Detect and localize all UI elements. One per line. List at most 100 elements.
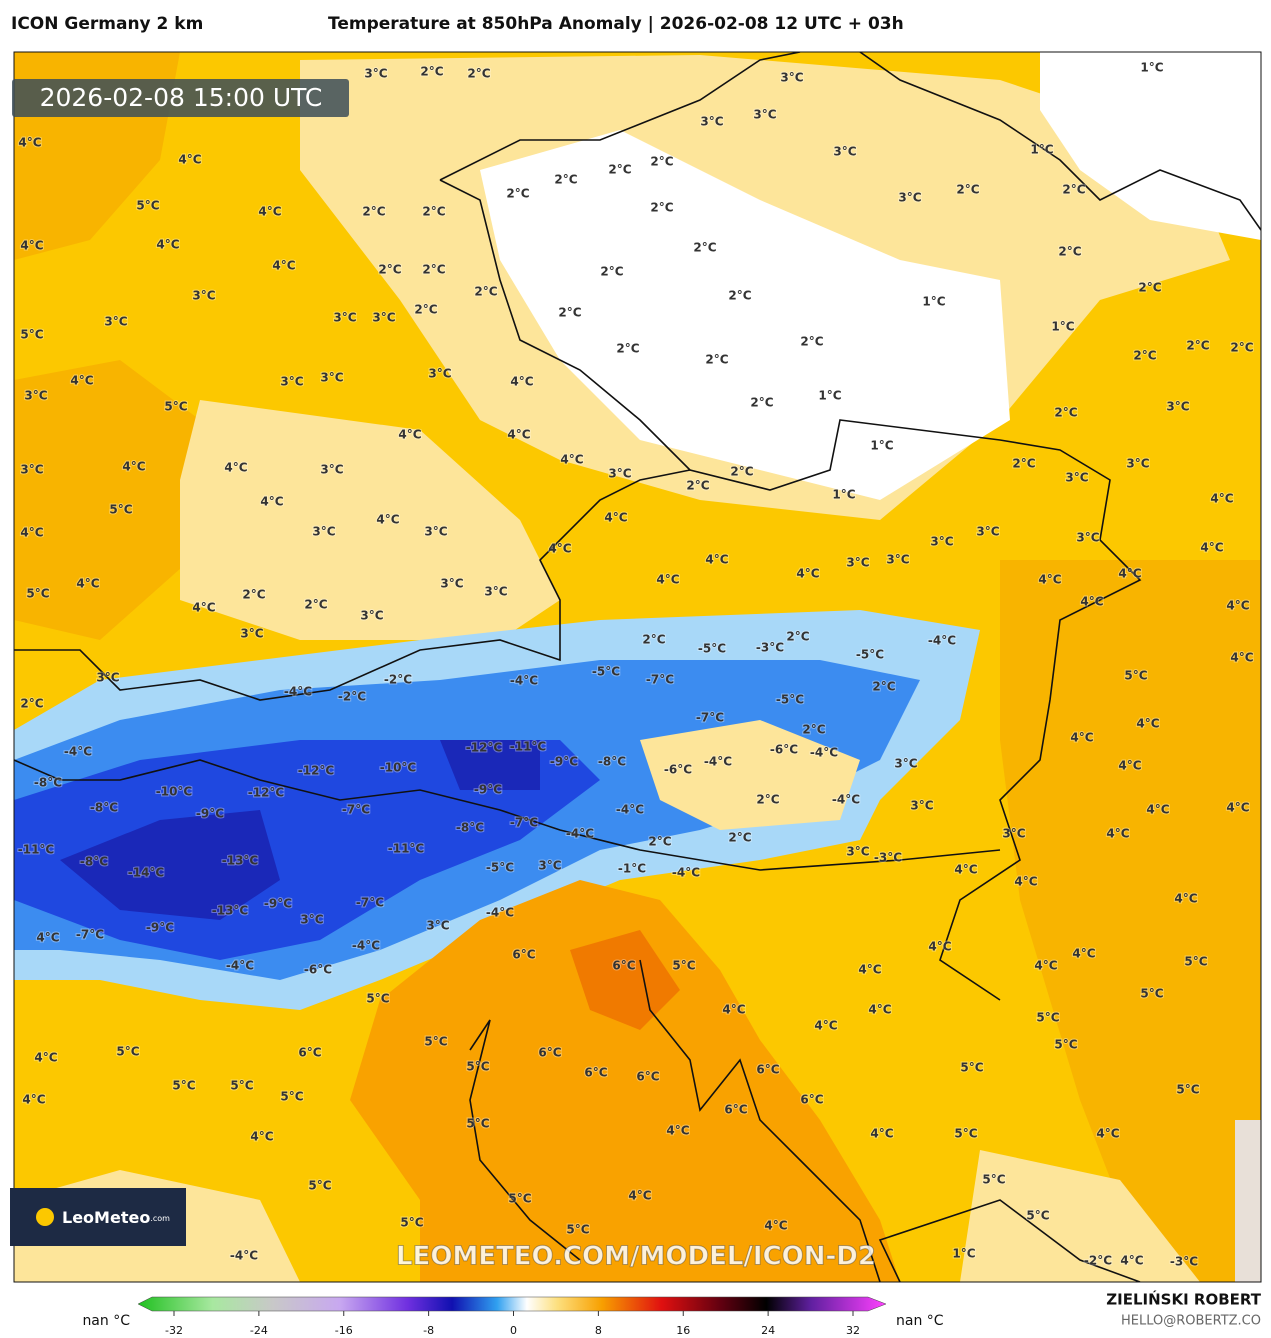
temperature-label: 3°C <box>846 845 869 859</box>
temperature-label: 5°C <box>172 1079 195 1093</box>
temperature-label: -7°C <box>356 896 384 910</box>
temperature-label: -4°C <box>832 793 860 807</box>
temperature-label: -2°C <box>1084 1254 1112 1268</box>
temperature-label: 4°C <box>18 136 41 150</box>
temperature-label: 4°C <box>1034 959 1057 973</box>
temperature-label: 4°C <box>1120 1254 1143 1268</box>
temperature-label: 6°C <box>612 959 635 973</box>
temperature-label: 5°C <box>466 1117 489 1131</box>
temperature-label: -9°C <box>196 807 224 821</box>
temperature-label: 2°C <box>20 697 43 711</box>
temperature-label: -4°C <box>510 674 538 688</box>
temperature-label: 2°C <box>1062 183 1085 197</box>
timestamp-box <box>12 79 349 117</box>
temperature-label: -6°C <box>304 963 332 977</box>
temperature-label: -4°C <box>566 827 594 841</box>
colorbar-tick-label: 0 <box>510 1324 517 1337</box>
temperature-label: 4°C <box>156 238 179 252</box>
temperature-label: 3°C <box>240 627 263 641</box>
temperature-label: 2°C <box>802 723 825 737</box>
temperature-label: 2°C <box>786 630 809 644</box>
temperature-label: 1°C <box>818 389 841 403</box>
watermark: LEOMETEO.COM/MODEL/ICON-D2 <box>396 1242 876 1272</box>
temperature-label: 6°C <box>298 1046 321 1060</box>
map-frame <box>13 51 1262 1283</box>
temperature-label: 1°C <box>1051 320 1074 334</box>
temperature-label: 3°C <box>300 913 323 927</box>
colorbar-tick-label: 32 <box>846 1324 860 1337</box>
temperature-label: 4°C <box>814 1019 837 1033</box>
temperature-label: 5°C <box>960 1061 983 1075</box>
temperature-label: -12°C <box>466 741 503 755</box>
temperature-label: -7°C <box>510 816 538 830</box>
temperature-label: 1°C <box>832 488 855 502</box>
temperature-label: 2°C <box>558 306 581 320</box>
temperature-label: 5°C <box>466 1060 489 1074</box>
temperature-label: 3°C <box>700 115 723 129</box>
temperature-label: 4°C <box>1210 492 1233 506</box>
temperature-label: 4°C <box>192 601 215 615</box>
temperature-label: 3°C <box>1076 531 1099 545</box>
field-neutral <box>480 130 1010 500</box>
temperature-label: 4°C <box>628 1189 651 1203</box>
temperature-label: -7°C <box>342 803 370 817</box>
colorbar-tick-label: -32 <box>165 1324 183 1337</box>
temperature-label: 4°C <box>1038 573 1061 587</box>
temperature-label: 4°C <box>1070 731 1093 745</box>
temperature-label: 6°C <box>724 1103 747 1117</box>
temperature-label: 4°C <box>507 428 530 442</box>
temperature-label: -14°C <box>128 866 165 880</box>
temperature-label: 3°C <box>930 535 953 549</box>
temperature-label: 3°C <box>846 556 869 570</box>
temperature-label: 4°C <box>656 573 679 587</box>
temperature-label: 3°C <box>426 919 449 933</box>
temperature-label: 5°C <box>164 400 187 414</box>
temperature-label: -3°C <box>874 851 902 865</box>
temperature-label: -4°C <box>64 745 92 759</box>
temperature-label: -8°C <box>34 776 62 790</box>
temperature-label: 2°C <box>1012 457 1035 471</box>
temperature-label: 2°C <box>650 201 673 215</box>
colorbar-tick-label: 24 <box>761 1324 775 1337</box>
temperature-label: -6°C <box>664 763 692 777</box>
temperature-label: 4°C <box>1014 875 1037 889</box>
temperature-label: 4°C <box>1226 801 1249 815</box>
temperature-label: -3°C <box>1170 1255 1198 1269</box>
temperature-label: 4°C <box>1072 947 1095 961</box>
temperature-label: 3°C <box>898 191 921 205</box>
temperature-label: 3°C <box>780 71 803 85</box>
temperature-label: 4°C <box>604 511 627 525</box>
temperature-label: -4°C <box>672 866 700 880</box>
temperature-label: 4°C <box>705 553 728 567</box>
temperature-label: -11°C <box>510 740 547 754</box>
temperature-label: 3°C <box>753 108 776 122</box>
temperature-label: -4°C <box>226 959 254 973</box>
border <box>859 52 1261 231</box>
colorbar-tick-label: 16 <box>676 1324 690 1337</box>
temperature-label: 2°C <box>608 163 631 177</box>
temperature-label: 4°C <box>398 428 421 442</box>
temperature-label: 4°C <box>666 1124 689 1138</box>
temperature-label: -8°C <box>90 801 118 815</box>
temperature-label: 4°C <box>34 1051 57 1065</box>
map-title: Temperature at 850hPa Anomaly | 2026-02-… <box>328 14 904 34</box>
temperature-label: 4°C <box>76 577 99 591</box>
temperature-label: 3°C <box>360 609 383 623</box>
temperature-label: 4°C <box>22 1093 45 1107</box>
temperature-label: 2°C <box>648 835 671 849</box>
temperature-label: -7°C <box>646 673 674 687</box>
temperature-label: 2°C <box>693 241 716 255</box>
temperature-label: 3°C <box>440 577 463 591</box>
temperature-label: 5°C <box>366 992 389 1006</box>
temperature-label: -4°C <box>616 803 644 817</box>
temperature-label: 3°C <box>192 289 215 303</box>
temperature-label: 2°C <box>304 598 327 612</box>
temperature-label: -5°C <box>776 693 804 707</box>
field-light <box>960 1150 1200 1282</box>
field-coldest <box>60 740 540 920</box>
temperature-label: 5°C <box>109 503 132 517</box>
temperature-label: 3°C <box>364 67 387 81</box>
temperature-label: -4°C <box>352 939 380 953</box>
temperature-label: 2°C <box>506 187 529 201</box>
